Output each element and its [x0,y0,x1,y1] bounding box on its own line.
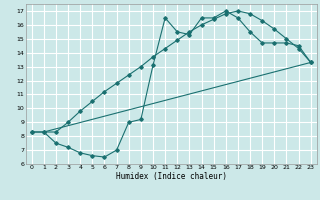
X-axis label: Humidex (Indice chaleur): Humidex (Indice chaleur) [116,172,227,181]
